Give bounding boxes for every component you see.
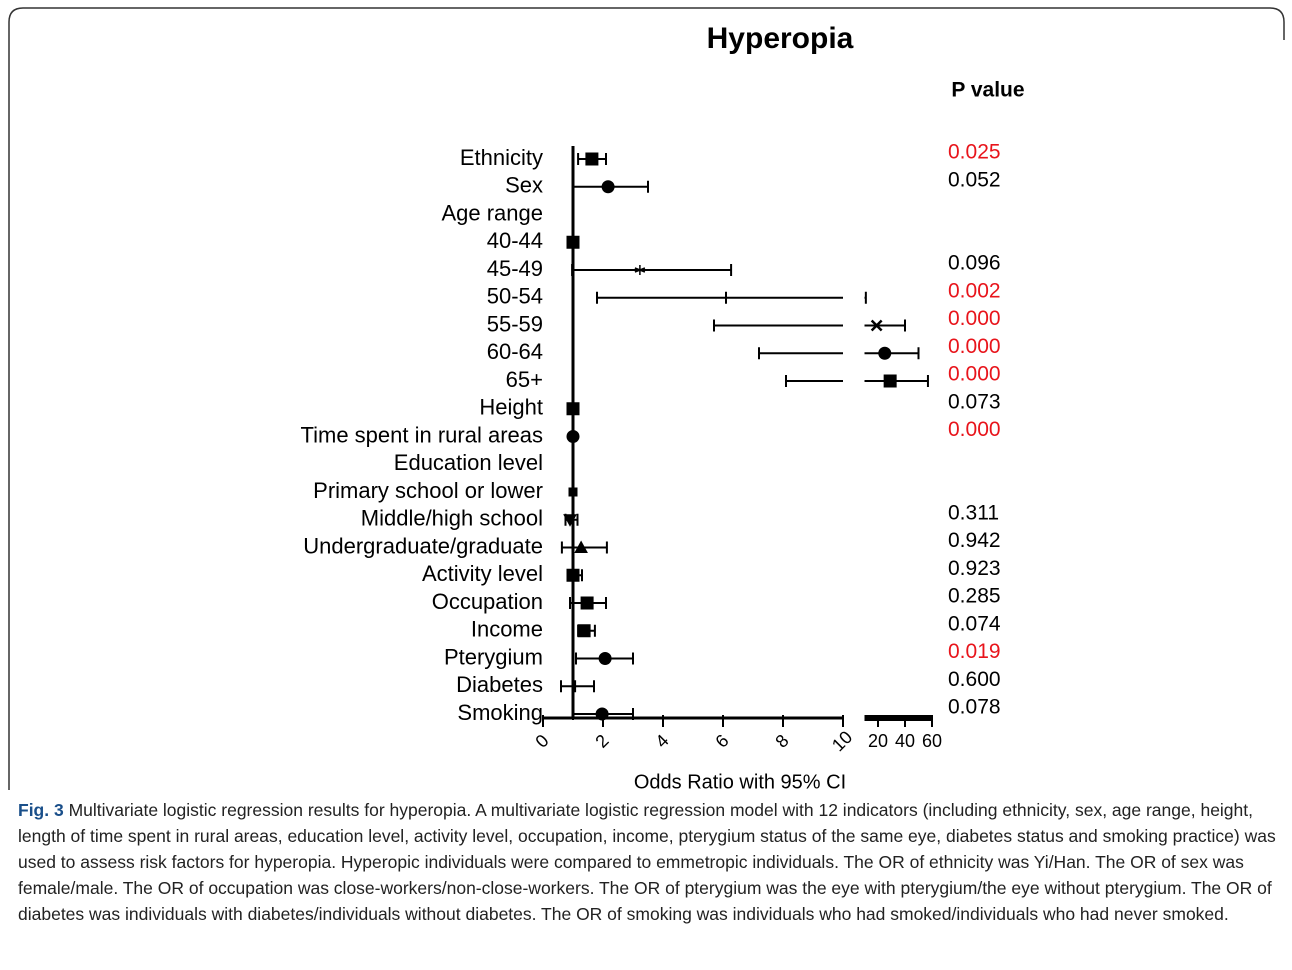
p-value: 0.285 xyxy=(948,585,1001,608)
p-value: 0.052 xyxy=(948,168,1001,191)
point xyxy=(580,596,594,610)
caption-label: Fig. 3 xyxy=(18,800,64,820)
point xyxy=(870,319,883,332)
x-tick-label: 6 xyxy=(712,731,733,752)
row-label: Diabetes xyxy=(456,672,543,697)
row-label: 65+ xyxy=(506,367,543,392)
error-bar xyxy=(713,319,906,332)
p-value: 0.000 xyxy=(948,307,1001,330)
row-label: Middle/high school xyxy=(361,506,543,531)
point xyxy=(577,624,591,638)
row-label: 60-64 xyxy=(487,339,543,364)
error-bar xyxy=(560,680,595,693)
row-label: Sex xyxy=(505,173,543,198)
p-value: 0.002 xyxy=(948,279,1001,302)
p-value: 0.000 xyxy=(948,335,1001,358)
p-value: 0.074 xyxy=(948,612,1001,635)
frame xyxy=(8,7,1285,790)
p-value: 0.078 xyxy=(948,696,1001,719)
row-label: 50-54 xyxy=(487,284,543,309)
chart-title: Hyperopia xyxy=(707,22,854,55)
row-label: Smoking xyxy=(457,700,543,725)
p-value: 0.073 xyxy=(948,390,1001,413)
point xyxy=(598,652,612,665)
row-label: Undergraduate/graduate xyxy=(303,533,543,558)
x-tick-label: 8 xyxy=(772,731,793,752)
point xyxy=(563,514,577,527)
point xyxy=(566,235,580,249)
error-bar xyxy=(785,375,929,387)
x-tick-label: 2 xyxy=(592,731,613,752)
row-label: 45-49 xyxy=(487,256,543,281)
point xyxy=(585,152,599,166)
row-label: Ethnicity xyxy=(460,145,543,170)
p-value: 0.923 xyxy=(948,557,1001,580)
x-tick-label: 4 xyxy=(652,731,673,752)
p-value: 0.019 xyxy=(948,640,1001,663)
x-tick-label: 10 xyxy=(828,727,856,755)
point xyxy=(568,487,578,497)
p-value: 0.025 xyxy=(948,141,1001,164)
row-label: Age range xyxy=(441,200,543,225)
error-bar xyxy=(758,347,920,360)
point xyxy=(634,265,646,275)
row-label: Occupation xyxy=(432,589,543,614)
point xyxy=(566,402,580,416)
x-tick-label: 0 xyxy=(532,731,553,752)
point xyxy=(601,180,615,194)
x-tick-label: 20 xyxy=(868,731,888,751)
row-label: Time spent in rural areas xyxy=(300,422,543,447)
p-header: P value xyxy=(951,79,1024,102)
row-label: Primary school or lower xyxy=(313,478,543,503)
p-value: 0.311 xyxy=(948,501,999,524)
caption-text: Multivariate logistic regression results… xyxy=(18,800,1276,924)
p-value: 0.600 xyxy=(948,668,1001,691)
row-label: Education level xyxy=(394,450,543,475)
caption: Fig. 3 Multivariate logistic regression … xyxy=(18,797,1276,927)
p-value: 0.000 xyxy=(948,418,1001,441)
row-label: Pterygium xyxy=(444,644,543,669)
error-bar xyxy=(571,264,733,276)
row-label: Height xyxy=(479,395,543,420)
point xyxy=(883,374,897,388)
point xyxy=(566,430,580,443)
point xyxy=(878,346,892,360)
row-label: Activity level xyxy=(422,561,543,586)
x-tick-label: 40 xyxy=(895,731,915,751)
error-bar xyxy=(596,291,867,304)
p-value: 0.942 xyxy=(948,529,1001,552)
row-label: 55-59 xyxy=(487,311,543,336)
p-value: 0.096 xyxy=(948,252,1001,275)
point xyxy=(574,540,588,553)
row-label: 40-44 xyxy=(487,228,543,253)
point xyxy=(595,707,609,721)
p-value: 0.000 xyxy=(948,363,1001,386)
point xyxy=(566,568,580,582)
row-label: Income xyxy=(471,617,543,642)
x-axis-title: Odds Ratio with 95% CI xyxy=(634,771,846,793)
x-tick-label: 60 xyxy=(922,731,942,751)
